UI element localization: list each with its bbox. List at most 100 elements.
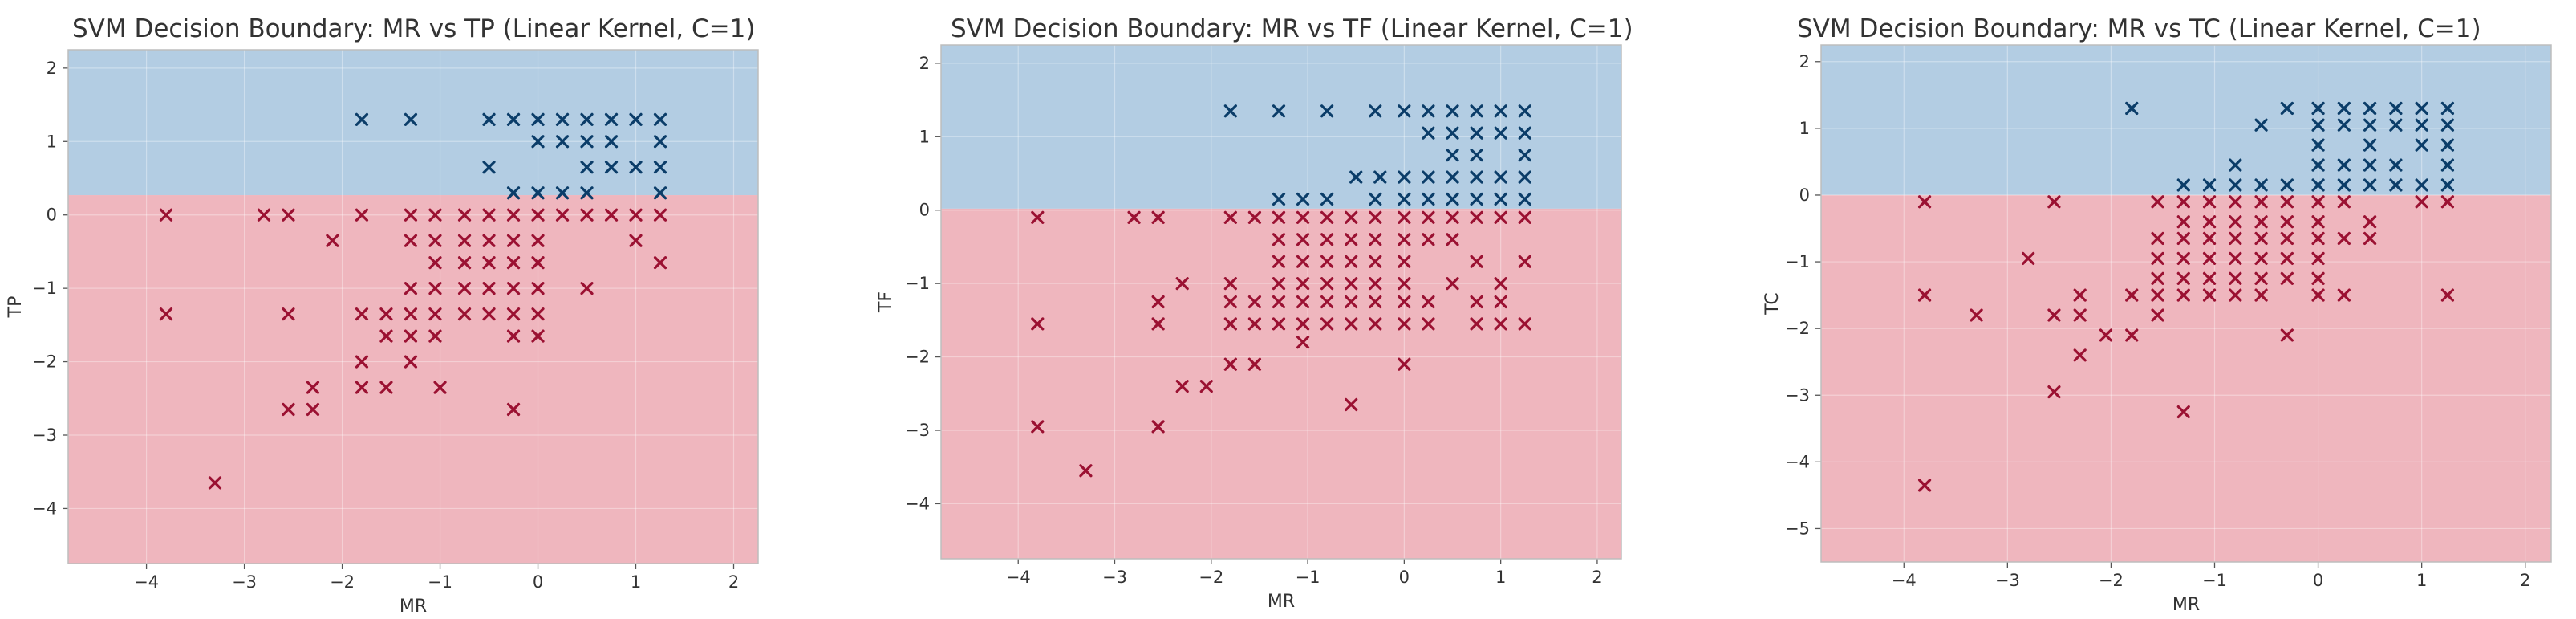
data-point-positive	[2337, 158, 2351, 172]
marker-stroke	[2073, 308, 2087, 322]
marker-stroke	[1446, 233, 1459, 246]
marker-stroke	[506, 256, 521, 270]
data-point-negative	[2229, 195, 2242, 209]
x-tick-label: −4	[134, 572, 159, 592]
data-point-positive	[2389, 101, 2403, 116]
data-point-positive	[2440, 158, 2455, 172]
marker-stroke	[282, 307, 295, 321]
data-point-positive	[2389, 118, 2403, 132]
marker-stroke	[404, 355, 418, 369]
marker-stroke	[580, 161, 594, 174]
data-point-negative	[2440, 195, 2455, 209]
data-point-negative	[1518, 255, 1531, 268]
marker-stroke	[2176, 405, 2190, 419]
marker-stroke	[2311, 101, 2325, 116]
marker-stroke	[604, 112, 619, 126]
data-point-negative	[1223, 210, 1237, 224]
marker-stroke	[404, 208, 418, 222]
marker-stroke	[1031, 317, 1045, 331]
marker-stroke	[457, 307, 472, 321]
data-point-negative	[1494, 317, 1507, 331]
data-point-positive	[2311, 118, 2325, 132]
marker-stroke	[2047, 308, 2061, 322]
marker-stroke	[428, 256, 442, 270]
y-tick-label: −4	[905, 494, 930, 513]
marker-stroke	[1917, 288, 1932, 302]
marker-stroke	[2337, 195, 2351, 209]
marker-stroke	[1345, 277, 1358, 291]
marker-stroke	[2337, 288, 2351, 302]
chart-svg-mr-vs-tp: −4 −3 −2 −1 0 1 2 −4 −3 −2 −1 0 1 2 SVM Decision Bound…	[6, 14, 759, 617]
data-point-negative	[2311, 215, 2325, 229]
data-point-positive	[1320, 192, 1334, 206]
data-point-negative	[2254, 288, 2268, 302]
data-point-negative	[1320, 255, 1334, 268]
marker-stroke	[2047, 195, 2061, 209]
data-point-negative	[2229, 271, 2242, 285]
data-point-positive	[1446, 104, 1459, 118]
marker-stroke	[506, 112, 521, 126]
data-point-negative	[2337, 231, 2351, 246]
marker-stroke	[2176, 271, 2190, 285]
data-point-positive	[2176, 178, 2190, 192]
data-point-positive	[555, 112, 570, 126]
data-point-negative	[1320, 277, 1334, 291]
data-point-negative	[1320, 210, 1334, 224]
marker-stroke	[2176, 288, 2190, 302]
data-point-negative	[1296, 317, 1310, 331]
marker-stroke	[1272, 210, 1286, 224]
data-point-negative	[1247, 210, 1262, 224]
marker-stroke	[2229, 215, 2242, 229]
data-point-negative	[379, 381, 393, 394]
data-point-negative	[531, 208, 545, 222]
marker-stroke	[1398, 170, 1411, 184]
data-point-negative	[1917, 195, 1932, 209]
data-point-negative	[2176, 231, 2190, 246]
chart-svg-mr-vs-tc: −4 −3 −2 −1 0 1 2 −5 −4 −3 −2 −1 0 1 2 SVM Decision Bou…	[1763, 14, 2552, 615]
data-point-positive	[2440, 101, 2455, 116]
data-point-positive	[2363, 138, 2377, 152]
data-point-negative	[2254, 251, 2268, 266]
y-tick-label: −2	[32, 352, 57, 372]
data-point-negative	[1031, 317, 1045, 331]
data-point-negative	[1494, 277, 1507, 291]
data-point-positive	[2311, 158, 2325, 172]
data-point-negative	[306, 381, 320, 394]
marker-stroke	[1223, 277, 1237, 291]
marker-stroke	[2176, 195, 2190, 209]
marker-stroke	[1518, 210, 1531, 224]
data-point-positive	[1398, 170, 1411, 184]
data-point-negative	[428, 307, 442, 321]
data-point-positive	[604, 112, 619, 126]
x-tick-label: −3	[1995, 571, 2020, 590]
data-point-positive	[2125, 101, 2139, 116]
data-point-negative	[1446, 210, 1459, 224]
marker-stroke	[555, 112, 570, 126]
x-tick-label: 0	[1399, 568, 1410, 587]
data-point-negative	[1422, 210, 1435, 224]
marker-stroke	[282, 208, 295, 222]
marker-stroke	[1079, 464, 1093, 478]
marker-stroke	[1127, 210, 1141, 224]
marker-stroke	[1247, 317, 1262, 331]
data-point-negative	[355, 355, 369, 369]
marker-stroke	[1296, 192, 1310, 206]
marker-stroke	[428, 307, 442, 321]
data-point-negative	[1369, 317, 1382, 331]
marker-stroke	[604, 161, 619, 174]
data-point-negative	[1446, 233, 1459, 246]
marker-stroke	[531, 135, 545, 149]
marker-stroke	[1422, 126, 1435, 140]
data-point-negative	[531, 307, 545, 321]
data-point-positive	[629, 112, 643, 126]
data-point-negative	[482, 234, 496, 247]
data-point-negative	[1345, 233, 1358, 246]
marker-stroke	[2176, 178, 2190, 192]
x-tick-label: 2	[2520, 571, 2530, 590]
marker-stroke	[531, 234, 545, 247]
data-point-negative	[1296, 233, 1310, 246]
marker-stroke	[2202, 231, 2217, 246]
data-point-negative	[457, 256, 472, 270]
x-tick-label: −1	[428, 572, 452, 592]
data-point-negative	[2047, 308, 2061, 322]
